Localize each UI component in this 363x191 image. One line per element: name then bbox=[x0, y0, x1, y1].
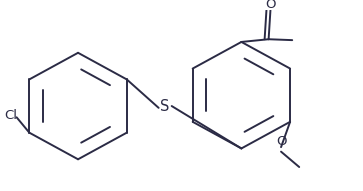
Text: Cl: Cl bbox=[5, 109, 18, 122]
Text: O: O bbox=[276, 135, 286, 148]
Text: O: O bbox=[265, 0, 276, 11]
Text: S: S bbox=[160, 100, 170, 114]
